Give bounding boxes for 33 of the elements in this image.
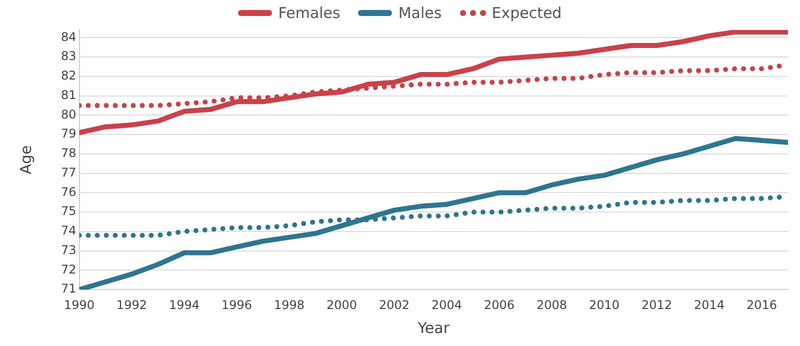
x-tick-label: 1998 [274, 298, 305, 312]
y-tick-label: 83 [60, 49, 76, 64]
y-tick-label: 71 [60, 282, 76, 296]
y-tick-label: 76 [60, 184, 76, 199]
y-tick-label: 72 [60, 262, 76, 276]
y-tick-label: 74 [60, 224, 76, 238]
legend-label: Females [278, 4, 340, 22]
x-tick-label: 2000 [326, 298, 358, 312]
x-tick-label: 2006 [484, 298, 515, 312]
y-tick-label: 82 [60, 68, 76, 83]
x-tick-label: 2012 [641, 298, 672, 312]
legend-label: Males [398, 4, 442, 22]
x-tick-label: 1990 [64, 298, 95, 312]
x-tick-label: 1996 [221, 298, 252, 312]
y-tick-label: 73 [60, 242, 76, 257]
legend-label: Expected [492, 4, 562, 22]
x-tick-label: 2004 [431, 298, 462, 312]
x-tick-label: 1992 [116, 298, 148, 312]
x-tick-label: 2002 [378, 298, 410, 312]
y-axis-title: Age [16, 145, 35, 174]
y-tick-label: 80 [60, 107, 76, 122]
x-tick-label: 2014 [694, 298, 725, 312]
x-tick-label: 2016 [746, 298, 778, 312]
x-axis-title: Year [416, 318, 450, 337]
y-tick-label: 77 [60, 165, 76, 180]
x-tick-label: 2008 [536, 298, 568, 312]
x-tick-label: 2010 [588, 298, 620, 312]
x-tick-label: 1994 [168, 298, 200, 312]
y-tick-label: 84 [60, 30, 76, 44]
y-tick-label: 78 [60, 146, 76, 160]
y-tick-label: 81 [60, 88, 76, 102]
y-tick-label: 79 [60, 126, 76, 141]
y-tick-label: 75 [60, 204, 76, 218]
